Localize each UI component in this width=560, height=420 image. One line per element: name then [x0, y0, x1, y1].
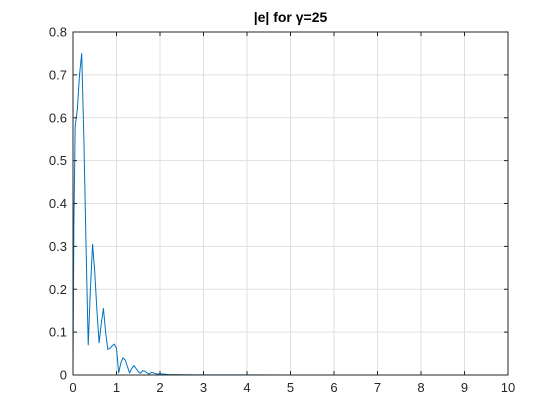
y-tick-label: 0.8 — [49, 25, 67, 40]
x-tick-label: 8 — [417, 380, 424, 395]
x-tick-label: 10 — [501, 380, 515, 395]
x-tick-label: 9 — [461, 380, 468, 395]
y-tick-label: 0.2 — [49, 282, 67, 297]
x-tick-label: 2 — [156, 380, 163, 395]
y-tick-label: 0.1 — [49, 325, 67, 340]
y-tick-label: 0.3 — [49, 239, 67, 254]
y-tick-label: 0.5 — [49, 153, 67, 168]
y-tick-label: 0.4 — [49, 196, 67, 211]
x-tick-label: 3 — [200, 380, 207, 395]
y-tick-label: 0 — [60, 368, 67, 383]
x-tick-label: 0 — [69, 380, 76, 395]
x-tick-labels: 0 1 2 3 4 5 6 7 8 9 10 — [69, 380, 515, 395]
x-tick-label: 1 — [113, 380, 120, 395]
y-tick-label: 0.7 — [49, 67, 67, 82]
y-tick-label: 0.6 — [49, 110, 67, 125]
y-tick-labels: 0 0.1 0.2 0.3 0.4 0.5 0.6 0.7 0.8 — [49, 25, 67, 383]
x-tick-label: 4 — [243, 380, 250, 395]
x-tick-label: 7 — [374, 380, 381, 395]
x-tick-label: 5 — [287, 380, 294, 395]
x-tick-label: 6 — [330, 380, 337, 395]
chart-title: |e| for γ=25 — [254, 9, 328, 25]
